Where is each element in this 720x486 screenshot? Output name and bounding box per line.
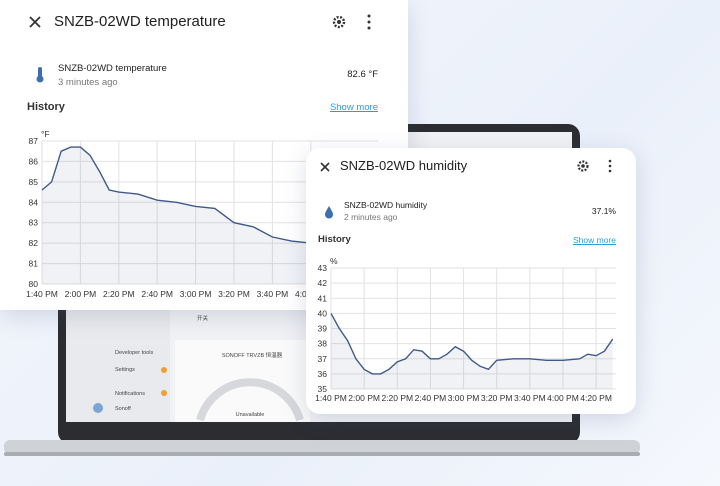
y-tick-label: 81 [29, 259, 39, 269]
y-tick-label: 39 [318, 324, 328, 334]
x-tick-label: 3:40 PM [514, 393, 546, 403]
humidity-icon [325, 206, 333, 219]
x-tick-label: 3:00 PM [448, 393, 480, 403]
laptop-base-edge [4, 452, 640, 456]
x-tick-label: 2:00 PM [65, 289, 97, 299]
x-tick-label: 2:40 PM [141, 289, 173, 299]
device-state: Unavailable [236, 412, 265, 418]
menu-item: Developer tools [115, 350, 153, 356]
y-tick-label: 83 [29, 218, 39, 228]
y-tick-label: 43 [318, 263, 328, 273]
settings-icon[interactable] [575, 158, 591, 174]
y-tick-label: 87 [29, 136, 39, 146]
temperature-chart: 80 81 82 83 84 85 86 87 1:40 PM 2:00 PM 2:20 PM 2:4… [26, 129, 378, 299]
x-tick-label: 2:40 PM [415, 393, 447, 403]
history-label: History [318, 234, 351, 245]
y-axis-unit: °F [41, 129, 50, 139]
switch-label: 开关 [197, 314, 209, 322]
entity-name: SNZB-02WD humidity [344, 200, 428, 210]
badge [161, 390, 167, 396]
entity-name: SNZB-02WD temperature [58, 63, 167, 74]
entity-updated: 2 minutes ago [344, 212, 398, 222]
sidebar [66, 300, 170, 422]
menu-item: Notifications [115, 391, 145, 397]
x-tick-label: 1:40 PM [315, 393, 347, 403]
data-line [330, 313, 614, 375]
x-tick-label: 2:00 PM [348, 393, 380, 403]
y-tick-label: 85 [29, 177, 39, 187]
laptop-base [4, 440, 640, 454]
x-tick-label: 2:20 PM [381, 393, 413, 403]
dial [196, 378, 304, 422]
humidity-card: SNZB-02WD humidity SNZB-02WD humidity 2 … [306, 148, 636, 414]
avatar [93, 403, 103, 413]
y-tick-label: 80 [29, 279, 39, 289]
y-tick-label: 82 [29, 238, 39, 248]
humidity-chart: 35 36 37 38 39 40 41 42 43 1:40 PM 2:00 PM 2:20 PM 2… [315, 256, 616, 403]
y-tick-label: 35 [318, 384, 328, 394]
close-icon[interactable] [318, 160, 332, 174]
close-icon[interactable] [27, 14, 43, 30]
y-tick-label: 41 [318, 293, 328, 303]
x-tick-label: 1:40 PM [26, 289, 58, 299]
y-tick-label: 42 [318, 278, 328, 288]
entity-state: 82.6 °F [347, 69, 378, 80]
x-tick-label: 4:20 PM [580, 393, 612, 403]
show-more-link[interactable]: Show more [573, 235, 616, 245]
menu-icon[interactable] [364, 13, 374, 31]
y-axis-unit: % [330, 256, 338, 266]
x-tick-label: 2:20 PM [103, 289, 135, 299]
data-line [41, 146, 311, 244]
y-tick-label: 38 [318, 339, 328, 349]
history-label: History [27, 101, 65, 113]
card-title: SNZB-02WD humidity [340, 158, 468, 173]
thermometer-icon [36, 67, 44, 83]
y-tick-label: 40 [318, 308, 328, 318]
badge [161, 367, 167, 373]
line-area [42, 147, 311, 284]
x-tick-label: 3:20 PM [481, 393, 513, 403]
x-tick-label: 4:00 PM [547, 393, 579, 403]
settings-icon[interactable] [330, 13, 348, 31]
menu-item: Sonoff [115, 406, 131, 412]
y-tick-label: 84 [29, 197, 39, 207]
menu-item: Settings [115, 367, 135, 373]
x-tick-label: 3:00 PM [180, 289, 212, 299]
entity-state: 37.1% [591, 206, 616, 216]
line-area [331, 313, 613, 389]
entity-updated: 3 minutes ago [58, 77, 118, 88]
show-more-link[interactable]: Show more [329, 102, 378, 113]
y-tick-label: 36 [318, 369, 328, 379]
y-tick-label: 86 [29, 156, 39, 166]
card-title: SNZB-02WD temperature [54, 13, 226, 30]
y-tick-label: 37 [318, 354, 328, 364]
device-title: SONOFF TRVZB 恒温器 [222, 351, 283, 359]
menu-icon[interactable] [605, 158, 615, 174]
x-tick-label: 3:40 PM [257, 289, 289, 299]
x-tick-label: 3:20 PM [218, 289, 250, 299]
